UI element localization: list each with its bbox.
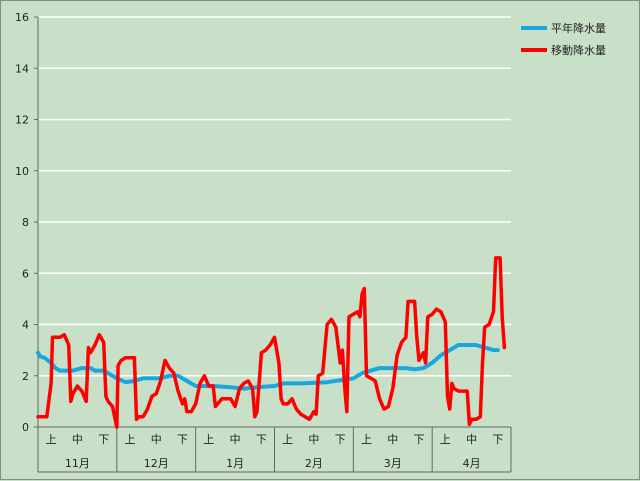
y-tick-label-2: 2: [22, 370, 29, 383]
y-tick-label-4: 4: [22, 319, 29, 332]
decade-label-0-2: 下: [98, 433, 109, 446]
decade-label-3-1: 中: [308, 433, 319, 446]
month-label-3: 2月: [305, 457, 323, 470]
decade-label-0-1: 中: [72, 433, 83, 446]
decade-label-4-0: 上: [361, 433, 372, 446]
y-tick-label-10: 10: [15, 165, 29, 178]
decade-label-1-0: 上: [124, 433, 135, 446]
x-axis-category-labels: 上中下11月上中下12月上中下1月上中下2月上中下3月上中下4月: [46, 433, 504, 470]
y-tick-label-16: 16: [15, 11, 29, 24]
series-line-0: [36, 343, 500, 391]
y-tick-label-8: 8: [22, 216, 29, 229]
decade-label-2-1: 中: [230, 433, 241, 446]
decade-label-2-2: 下: [256, 433, 267, 446]
series-lines: [36, 256, 507, 429]
decade-label-3-2: 下: [335, 433, 346, 446]
y-tick-label-12: 12: [15, 114, 29, 127]
decade-label-4-2: 下: [414, 433, 425, 446]
decade-label-5-2: 下: [492, 433, 503, 446]
month-label-4: 3月: [384, 457, 402, 470]
decade-label-5-0: 上: [440, 433, 451, 446]
y-tick-label-14: 14: [15, 62, 29, 75]
month-label-5: 4月: [463, 457, 481, 470]
y-axis-tick-labels: 0 2 4 6 8 10 12 14 16: [15, 11, 29, 434]
decade-label-3-0: 上: [282, 433, 293, 446]
decade-label-4-1: 中: [387, 433, 398, 446]
legend-label-0: 平年降水量: [551, 21, 606, 35]
decade-label-5-1: 中: [466, 433, 477, 446]
decade-label-1-1: 中: [151, 433, 162, 446]
month-label-0: 11月: [65, 457, 90, 470]
series-line-1: [36, 256, 507, 429]
decade-label-1-2: 下: [177, 433, 188, 446]
y-tick-label-6: 6: [22, 267, 29, 280]
y-tick-label-0: 0: [22, 421, 29, 434]
month-label-1: 12月: [144, 457, 169, 470]
decade-label-0-0: 上: [46, 433, 57, 446]
decade-label-2-0: 上: [203, 433, 214, 446]
month-label-2: 1月: [226, 457, 244, 470]
axes: [34, 16, 512, 473]
legend-label-1: 移動降水量: [551, 43, 606, 57]
